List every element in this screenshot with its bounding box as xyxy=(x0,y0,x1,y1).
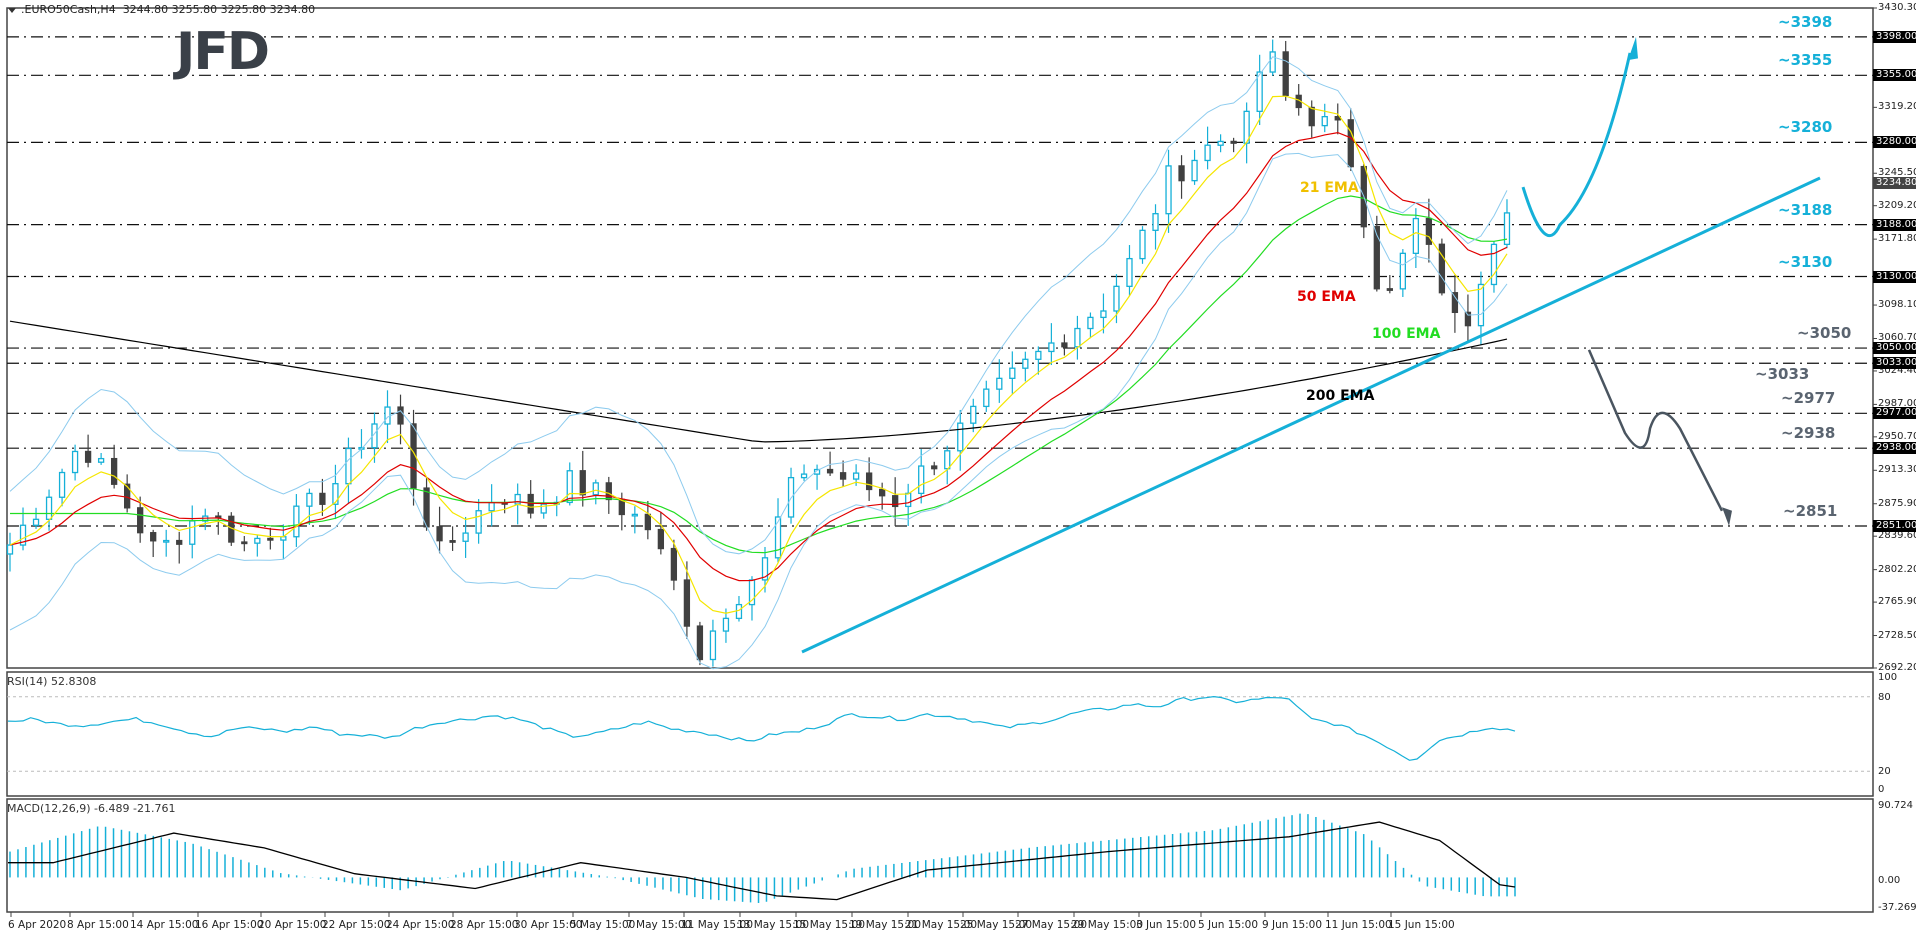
bollinger-lower xyxy=(9,152,1508,670)
time-axis-label: 14 Apr 15:00 xyxy=(130,919,199,931)
time-axis-label: 5 May 15:00 xyxy=(570,919,636,931)
current-price-box: 3234.80 xyxy=(1873,176,1916,189)
level-label: ~2851 xyxy=(1783,502,1838,520)
level-price-box: 3280.00 xyxy=(1873,136,1916,149)
macd-pane xyxy=(6,798,1874,913)
level-price-box: 3130.00 xyxy=(1873,270,1916,283)
ema200-label: 200 EMA xyxy=(1306,388,1375,404)
time-axis-label: 7 May 15:00 xyxy=(626,919,692,931)
level-price-box: 2938.00 xyxy=(1873,442,1916,455)
time-axis-label: 13 May 15:00 xyxy=(737,919,810,931)
time-axis-label: 9 Jun 15:00 xyxy=(1262,919,1323,931)
time-axis-label: 15 May 15:00 xyxy=(793,919,866,931)
jfd-logo: JFD xyxy=(176,22,270,82)
ema21-line xyxy=(9,95,1508,614)
time-axis-label: 8 Apr 15:00 xyxy=(67,919,129,931)
price-tick-label: 2987.00 xyxy=(1878,398,1916,410)
price-tick-label: 2839.60 xyxy=(1878,530,1916,542)
bullish-scenario-arrow xyxy=(1521,52,1632,238)
price-tick-label: 3171.80 xyxy=(1878,233,1916,245)
time-axis-label: 5 Jun 15:00 xyxy=(1198,919,1259,931)
time-axis-label: 29 May 15:00 xyxy=(1071,919,1144,931)
candles xyxy=(6,39,1511,667)
level-label: ~2977 xyxy=(1781,389,1836,408)
bollinger-upper xyxy=(9,56,1508,555)
level-label: ~2938 xyxy=(1781,424,1836,443)
ema21-label: 21 EMA xyxy=(1300,180,1359,196)
macd-tick-label: 90.724 xyxy=(1878,800,1913,811)
time-axis-label: 11 Jun 15:00 xyxy=(1325,919,1392,931)
price-tick-label: 3209.20 xyxy=(1878,199,1916,211)
ema50-label: 50 EMA xyxy=(1297,289,1356,305)
time-axis-label: 27 May 15:00 xyxy=(1015,919,1088,931)
macd-histogram xyxy=(9,813,1516,903)
price-tick-label: 2692.20 xyxy=(1878,662,1916,673)
level-price-box: 3188.00 xyxy=(1873,218,1916,231)
symbol-label: .EURO50Cash,H4 xyxy=(21,3,116,16)
rsi-tick-label: 80 xyxy=(1878,692,1891,703)
ema100-line xyxy=(10,195,1508,554)
time-axis-label: 19 May 15:00 xyxy=(849,919,922,931)
macd-tick-label: 0.00 xyxy=(1878,875,1901,886)
macd-tick-label: -37.269 xyxy=(1878,902,1916,913)
level-label: ~3355 xyxy=(1778,51,1833,70)
level-price-box: 2977.00 xyxy=(1873,407,1916,420)
price-tick-label: 2765.90 xyxy=(1878,596,1916,608)
rsi-tick-label: 100 xyxy=(1878,672,1898,683)
rsi-tick-label: 20 xyxy=(1878,766,1891,777)
ohlc-values: 3244.80 3255.80 3225.80 3234.80 xyxy=(122,3,316,16)
macd-title: MACD(12,26,9) -6.489 -21.761 xyxy=(7,802,176,815)
time-axis-label: 3 Jun 15:00 xyxy=(1136,919,1197,931)
price-tick-label: 2875.90 xyxy=(1878,497,1916,509)
level-label: ~3398 xyxy=(1778,12,1833,31)
ema50-line xyxy=(9,131,1508,582)
time-axis-label: 22 Apr 15:00 xyxy=(322,919,391,931)
time-axis-label: 6 Apr 2020 xyxy=(8,919,67,931)
time-axis-label: 11 May 15:00 xyxy=(681,919,754,931)
level-price-box: 3398.00 xyxy=(1873,30,1916,43)
rsi-tick-label: 0 xyxy=(1878,784,1885,795)
rsi-line xyxy=(7,695,1516,761)
price-tick-label: 3060.70 xyxy=(1878,332,1916,344)
macd-signal-line xyxy=(8,821,1516,901)
level-price-box: 3033.00 xyxy=(1873,357,1916,370)
level-price-box: 3355.00 xyxy=(1873,69,1916,82)
arrow-head-icon xyxy=(1722,507,1732,527)
price-tick-label: 2728.50 xyxy=(1878,629,1916,641)
arrow-head-icon xyxy=(1628,36,1638,61)
price-tick-label: 3245.50 xyxy=(1878,167,1916,179)
time-axis-label: 16 Apr 15:00 xyxy=(195,919,264,931)
price-tick-label: 3024.40 xyxy=(1878,364,1916,376)
time-axis-label: 28 Apr 15:00 xyxy=(450,919,519,931)
time-axis-label: 24 Apr 15:00 xyxy=(386,919,455,931)
price-tick-label: 3430.30 xyxy=(1878,2,1916,13)
chart-title: .EURO50Cash,H4 3244.80 3255.80 3225.80 3… xyxy=(8,3,315,16)
price-tick-label: 3319.20 xyxy=(1878,101,1916,113)
level-label: ~3188 xyxy=(1778,200,1833,219)
ema200-line xyxy=(9,320,1508,443)
level-price-box: 2851.00 xyxy=(1873,520,1916,532)
ema100-label: 100 EMA xyxy=(1372,326,1441,342)
rsi-pane xyxy=(6,671,1874,797)
level-label: ~3280 xyxy=(1778,118,1833,137)
time-axis-label: 20 Apr 15:00 xyxy=(258,919,327,931)
rsi-title: RSI(14) 52.8308 xyxy=(7,675,97,688)
main-pane xyxy=(6,7,1874,669)
time-axis-label: 30 Apr 15:00 xyxy=(514,919,583,931)
time-axis-label: 15 Jun 15:00 xyxy=(1388,919,1455,931)
bearish-scenario-arrow xyxy=(1587,349,1724,512)
price-tick-label: 2913.30 xyxy=(1878,464,1916,476)
time-axis-label: 21 May 15:00 xyxy=(905,919,978,931)
level-label: ~3033 xyxy=(1755,365,1810,384)
dropdown-arrow-icon[interactable] xyxy=(8,7,16,13)
level-label: ~3050 xyxy=(1797,324,1852,343)
price-tick-label: 2950.70 xyxy=(1878,430,1916,442)
level-price-box: 3050.00 xyxy=(1873,342,1916,355)
uptrend-line[interactable] xyxy=(801,176,1821,654)
price-tick-label: 3098.10 xyxy=(1878,299,1916,311)
time-axis-label: 25 May 15:00 xyxy=(960,919,1033,931)
level-label: ~3130 xyxy=(1778,252,1833,271)
price-tick-label: 2802.20 xyxy=(1878,563,1916,575)
